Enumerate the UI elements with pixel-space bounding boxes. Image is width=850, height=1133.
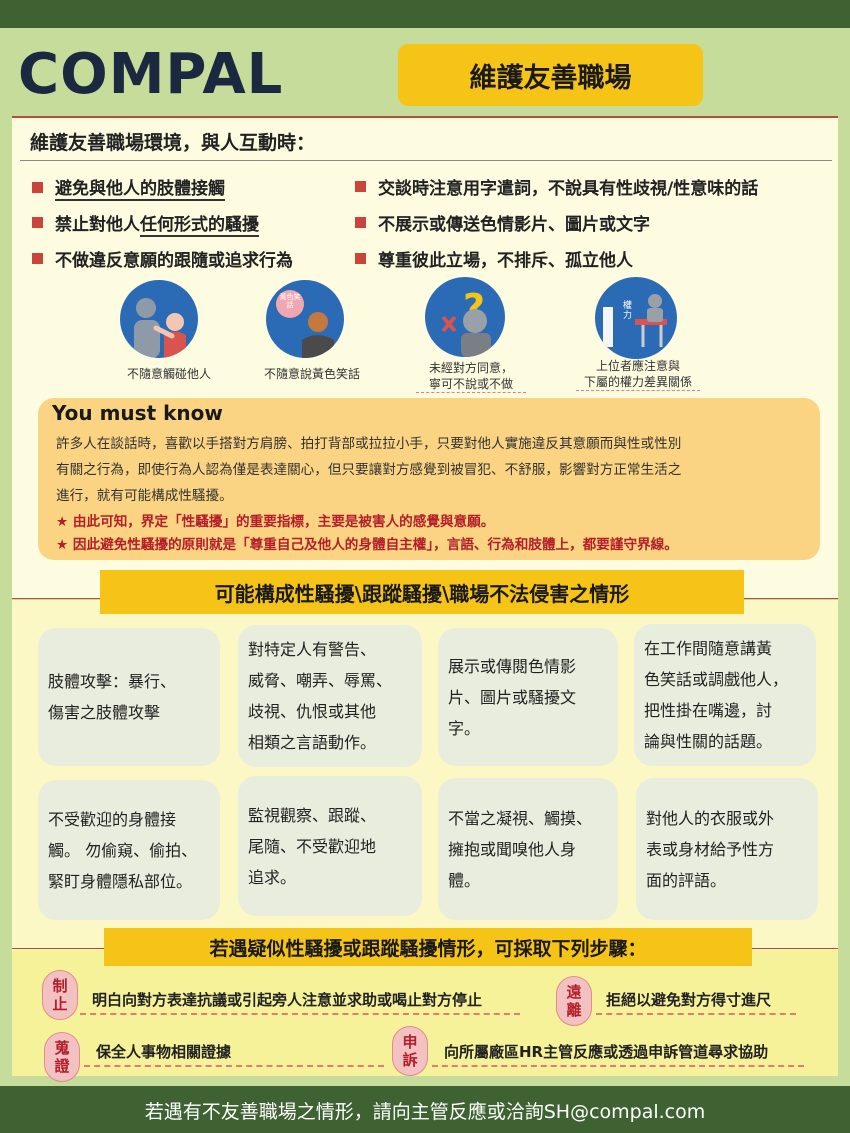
case-line: 面的評語。 <box>646 870 727 890</box>
bullet-respect-others: 尊重彼此立場，不排斥、孤立他人 <box>355 246 633 271</box>
case-line: 肢體攻擊：暴行、 <box>48 672 177 691</box>
case-line: 不受歡迎的身體接 <box>48 809 177 829</box>
bullet-square-icon <box>355 181 366 192</box>
icon-caption-line: 未經對方同意， <box>428 361 513 375</box>
case-line: 觸。 勿偷窺、偷拍、 <box>48 840 198 860</box>
case-line: 把性掛在嘴邊，討 <box>644 701 773 720</box>
bullet-square-icon <box>32 182 43 193</box>
case-card: 展示或傳閱色情影 片、圖片或騷擾文 字。 <box>438 628 618 766</box>
step-badge-distance: 遠離 <box>556 976 592 1026</box>
bullet-text: 禁止對他人 <box>55 215 140 235</box>
case-line: 對他人的衣服或外 <box>646 808 775 828</box>
case-card: 對他人的衣服或外 表或身材給予性方 面的評語。 <box>636 778 818 920</box>
steps-section-title: 若遇疑似性騷擾或跟蹤騷擾情形，可採取下列步驟： <box>104 928 752 966</box>
icon-caption: 上位者應注意與 下屬的權力差異關係 <box>576 358 700 391</box>
case-line: 擁抱或聞嗅他人身 <box>448 839 577 859</box>
step-text-distance: 拒絕以避免對方得寸進尺 <box>596 989 796 1015</box>
you-must-know-box <box>38 398 820 560</box>
case-line: 監視觀察、跟蹤、 <box>248 805 377 825</box>
badge-char: 遠 <box>566 983 582 1001</box>
bullet-no-harassment: 禁止對他人任何形式的騷擾 <box>32 210 259 237</box>
know-text-line: 許多人在談話時，喜歡以手搭對方肩膀、拍打背部或拉拉小手，只要對他人實施違反其意願… <box>56 436 682 452</box>
case-line: 表或身材給予性方 <box>646 839 775 859</box>
no-dirty-jokes-icon: 黃色笑話 <box>266 280 344 358</box>
step-text-appeal: 向所屬廠區HR主管反應或透過申訴管道尋求協助 <box>432 1041 804 1067</box>
badge-char: 證 <box>54 1057 70 1075</box>
badge-char: 蒐 <box>54 1039 70 1057</box>
case-line: 不當之凝視、觸摸、 <box>448 808 593 828</box>
bullet-no-physical-contact: 避免與他人的肢體接觸 <box>32 174 225 201</box>
page-title: 維護友善職場 <box>398 44 703 106</box>
case-line: 相類之言語動作。 <box>248 733 377 752</box>
step-badge-appeal: 申訴 <box>392 1026 428 1076</box>
power-difference-icon: 權力 <box>595 277 677 359</box>
case-line: 字。 <box>448 718 481 738</box>
icon-caption-line: 上位者應注意與 <box>595 359 680 373</box>
bullet-text: 不做違反意願的跟隨或追求行為 <box>55 251 293 271</box>
no-touch-icon <box>120 280 198 358</box>
bullet-no-stalking: 不做違反意願的跟隨或追求行為 <box>32 246 293 271</box>
case-line: 威脅、嘲弄、辱罵、 <box>248 671 393 690</box>
joke-bubble-text: 黃色笑話 <box>279 293 301 309</box>
bullet-text: 不展示或傳送色情影片、圖片或文字 <box>378 215 650 235</box>
bullet-text: 尊重彼此立場，不排斥、孤立他人 <box>378 251 633 271</box>
case-line: 在工作間隨意講黃 <box>644 639 773 658</box>
case-line: 論與性關的話題。 <box>644 732 773 751</box>
case-line: 片、圖片或騷擾文 <box>448 687 577 707</box>
bullet-watch-words: 交談時注意用字遣詞，不說具有性歧視/性意味的話 <box>355 174 758 199</box>
know-highlight-line: ★ 由此可知，界定「性騷擾」的重要指標，主要是被害人的感覺與意願。 <box>56 514 495 530</box>
case-line: 展示或傳閱色情影 <box>448 656 577 676</box>
bullet-square-icon <box>355 253 366 264</box>
badge-char: 申 <box>402 1033 418 1051</box>
top-strip <box>0 0 850 28</box>
case-card: 不當之凝視、觸摸、 擁抱或聞嗅他人身 體。 <box>438 778 618 920</box>
case-line: 色笑話或調戲他人， <box>644 670 789 689</box>
case-line: 追求。 <box>248 867 297 887</box>
bullet-text-underlined: 任何形式的騷擾 <box>140 215 259 237</box>
bullet-square-icon <box>32 253 43 264</box>
icon-caption-line: 下屬的權力差異關係 <box>583 375 692 389</box>
case-card: 肢體攻擊：暴行、 傷害之肢體攻擊 <box>38 628 220 766</box>
bullet-square-icon <box>32 217 43 228</box>
icon-caption: 不隨意說黃色笑話 <box>263 367 360 381</box>
badge-char: 止 <box>52 995 68 1013</box>
badge-char: 訴 <box>402 1051 418 1069</box>
cases-section-title: 可能構成性騷擾\跟蹤騷擾\職場不法侵害之情形 <box>100 570 744 614</box>
you-must-know-title: You must know <box>52 401 223 425</box>
icon-caption: 不隨意觸碰他人 <box>126 367 211 381</box>
compal-logo: COMPAL <box>18 42 284 107</box>
case-line: 傷害之肢體攻擊 <box>48 703 161 722</box>
case-line: 緊盯身體隱私部位。 <box>48 871 193 891</box>
intro-heading: 維護友善職場環境，與人互動時： <box>30 132 316 154</box>
step-badge-evidence: 蒐證 <box>44 1032 80 1082</box>
know-highlight-line: ★ 因此避免性騷擾的原則就是「尊重自己及他人的身體自主權」，言語、行為和肢體上，… <box>56 537 678 553</box>
know-text-line: 有關之行為，即使行為人認為僅是表達關心，但只要讓對方感覺到被冒犯、不舒服，影響對… <box>56 462 682 478</box>
case-line: 體。 <box>448 870 481 890</box>
bullet-text: 交談時注意用字遣詞，不說具有性歧視/性意味的話 <box>378 179 759 199</box>
case-line: 尾隨、不受歡迎地 <box>248 836 377 856</box>
icon-caption: 未經對方同意， 寧可不說或不做 <box>416 360 526 393</box>
bullet-no-explicit-media: 不展示或傳送色情影片、圖片或文字 <box>355 210 650 235</box>
power-label: 權力 <box>623 301 633 321</box>
case-card: 不受歡迎的身體接觸。 勿偷窺、偷拍、 緊盯身體隱私部位。 <box>38 780 220 920</box>
case-card: 對特定人有警告、 威脅、嘲弄、辱罵、 歧視、仇恨或其他 相類之言語動作。 <box>238 625 422 767</box>
know-text-line: 進行，就有可能構成性騷擾。 <box>56 488 233 504</box>
consent-question-icon: ? <box>425 277 505 357</box>
badge-char: 離 <box>566 1001 582 1019</box>
step-badge-stop: 制止 <box>42 970 78 1020</box>
footer-contact: 若遇有不友善職場之情形，請向主管反應或洽詢SH@compal.com <box>144 1101 706 1123</box>
divider <box>20 160 832 161</box>
case-line: 歧視、仇恨或其他 <box>248 702 377 721</box>
badge-char: 制 <box>52 977 68 995</box>
step-text-stop: 明白向對方表達抗議或引起旁人注意並求助或喝止對方停止 <box>80 989 520 1015</box>
case-line: 對特定人有警告、 <box>248 640 377 659</box>
case-card: 在工作間隨意講黃 色笑話或調戲他人， 把性掛在嘴邊，討 論與性關的話題。 <box>634 624 816 766</box>
bullet-text: 避免與他人的肢體接觸 <box>55 174 225 201</box>
icon-caption-line: 寧可不說或不做 <box>428 377 513 391</box>
step-text-evidence: 保全人事物相關證據 <box>84 1041 384 1067</box>
bullet-square-icon <box>355 217 366 228</box>
case-card: 監視觀察、跟蹤、 尾隨、不受歡迎地 追求。 <box>238 776 422 916</box>
